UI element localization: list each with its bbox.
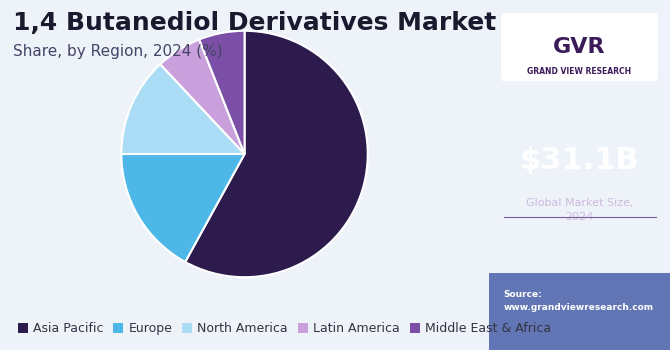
- Text: 1,4 Butanediol Derivatives Market: 1,4 Butanediol Derivatives Market: [13, 10, 496, 35]
- Wedge shape: [185, 31, 368, 277]
- Text: Share, by Region, 2024 (%): Share, by Region, 2024 (%): [13, 44, 223, 59]
- Wedge shape: [160, 40, 245, 154]
- Text: GRAND VIEW RESEARCH: GRAND VIEW RESEARCH: [527, 67, 632, 76]
- Text: $31.1B: $31.1B: [520, 147, 639, 175]
- Text: Source:
www.grandviewresearch.com: Source: www.grandviewresearch.com: [504, 290, 654, 312]
- Wedge shape: [121, 64, 245, 154]
- Bar: [489, 273, 670, 350]
- Wedge shape: [199, 31, 245, 154]
- Text: GVR: GVR: [553, 37, 606, 57]
- Wedge shape: [121, 154, 245, 262]
- FancyBboxPatch shape: [502, 14, 657, 80]
- Legend: Asia Pacific, Europe, North America, Latin America, Middle East & Africa: Asia Pacific, Europe, North America, Lat…: [13, 317, 556, 340]
- Text: Global Market Size,
2024: Global Market Size, 2024: [526, 198, 633, 222]
